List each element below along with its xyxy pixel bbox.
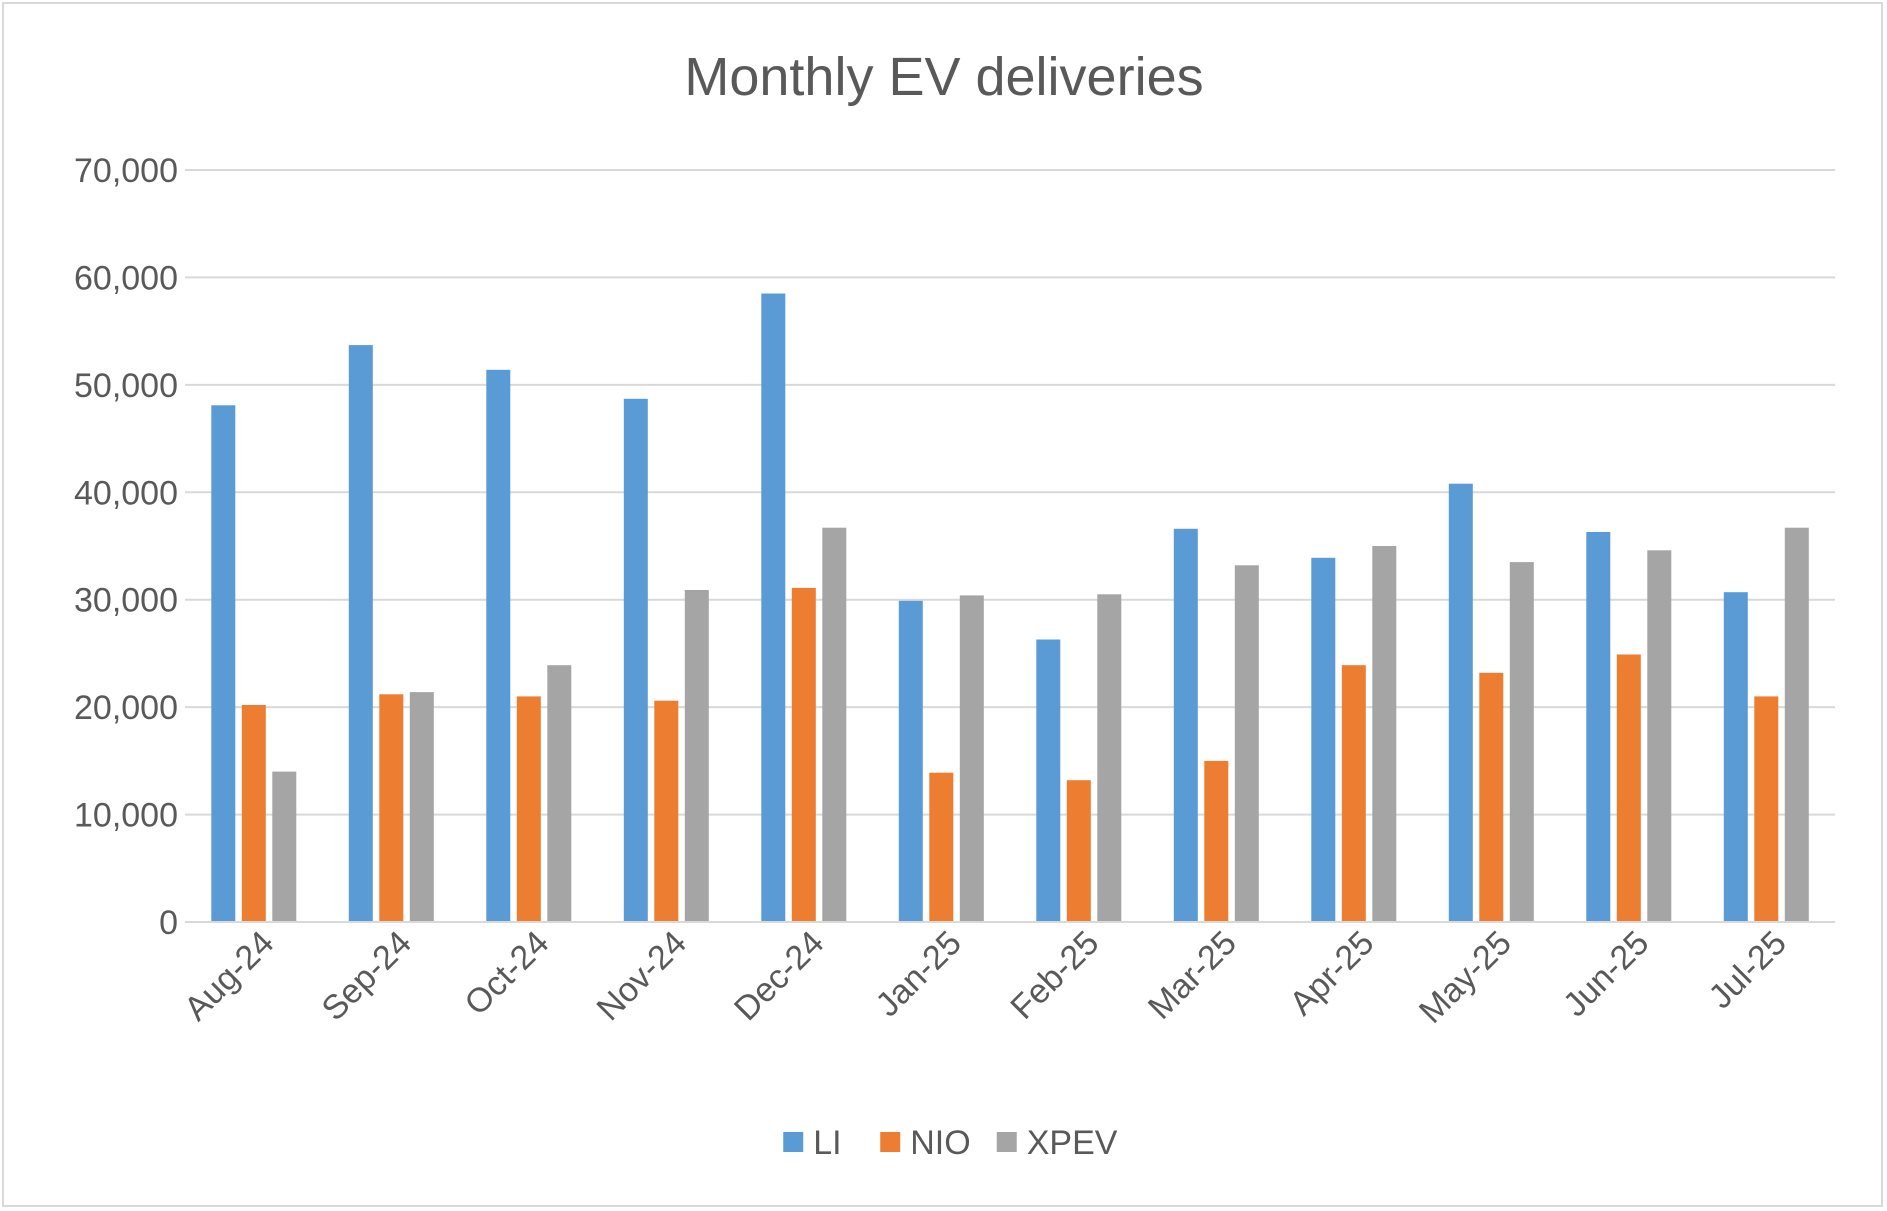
legend-label-nio: NIO [910, 1124, 970, 1162]
x-tick-label: Jun-25 [1556, 924, 1656, 1024]
bar-xpev-may-25 [1509, 562, 1534, 922]
bar-li-may-25 [1448, 483, 1473, 922]
x-tick-label: Jul-25 [1702, 924, 1794, 1016]
bar-li-jan-25 [898, 600, 923, 922]
bar-nio-jul-25 [1754, 696, 1779, 922]
y-tick-label: 30,000 [74, 582, 178, 620]
y-axis-tick-labels: 0 10,000 20,000 30,000 40,000 50,000 60,000 70,… [74, 152, 178, 942]
bar-nio-sep-24 [379, 694, 404, 922]
bar-xpev-mar-25 [1234, 565, 1259, 922]
legend: LI NIO XPEV [783, 1124, 1118, 1162]
bar-li-oct-24 [486, 369, 511, 922]
y-tick-label: 40,000 [74, 474, 178, 512]
bar-li-nov-24 [623, 398, 648, 922]
chart-title: Monthly EV deliveries [684, 47, 1203, 107]
legend-label-xpev: XPEV [1027, 1124, 1118, 1162]
y-tick-label: 50,000 [74, 367, 178, 405]
bar-xpev-dec-24 [822, 527, 847, 922]
x-tick-label: Dec-24 [727, 924, 831, 1028]
bar-xpev-feb-25 [1097, 594, 1122, 922]
bar-xpev-aug-24 [272, 771, 297, 922]
bar-li-sep-24 [348, 345, 373, 923]
x-tick-label: Jan-25 [869, 924, 969, 1024]
legend-swatch-nio [880, 1132, 901, 1152]
bar-li-jun-25 [1586, 532, 1611, 922]
bar-li-jul-25 [1723, 592, 1748, 922]
bar-nio-apr-25 [1341, 665, 1366, 922]
bar-nio-jan-25 [929, 772, 954, 922]
bar-xpev-apr-25 [1372, 546, 1397, 922]
bar-xpev-jun-25 [1647, 550, 1672, 922]
x-tick-label: Aug-24 [177, 924, 281, 1028]
bar-li-mar-25 [1173, 528, 1198, 922]
bar-nio-aug-24 [241, 705, 266, 922]
bar-xpev-jan-25 [959, 595, 984, 922]
bar-nio-jun-25 [1616, 654, 1641, 922]
y-tick-label: 0 [159, 904, 178, 942]
y-tick-label: 10,000 [74, 797, 178, 835]
legend-label-li: LI [813, 1124, 841, 1162]
x-tick-label: Oct-24 [457, 924, 556, 1023]
y-tick-label: 20,000 [74, 689, 178, 727]
bar-xpev-oct-24 [547, 665, 572, 922]
bar-li-dec-24 [761, 293, 786, 922]
bar-li-apr-25 [1311, 557, 1336, 922]
x-tick-label: Apr-25 [1282, 924, 1381, 1023]
bar-xpev-sep-24 [409, 692, 434, 922]
bar-nio-feb-25 [1066, 780, 1091, 922]
y-tick-label: 60,000 [74, 259, 178, 297]
x-tick-label: Feb-25 [1003, 924, 1106, 1027]
y-tick-label: 70,000 [74, 152, 178, 190]
bar-li-feb-25 [1036, 639, 1061, 922]
x-tick-label: Mar-25 [1141, 924, 1244, 1027]
x-tick-label: May-25 [1412, 924, 1519, 1031]
x-axis-tick-labels: Aug-24 Sep-24 Oct-24 Nov-24 Dec-24 Jan-25 Feb-… [177, 924, 1794, 1031]
gridlines [185, 169, 1835, 816]
x-tick-label: Nov-24 [590, 924, 694, 1028]
bars [211, 293, 1809, 923]
bar-li-aug-24 [211, 405, 236, 922]
bar-nio-nov-24 [654, 700, 679, 922]
bar-nio-oct-24 [516, 696, 541, 922]
bar-nio-mar-25 [1204, 760, 1229, 922]
bar-xpev-jul-25 [1784, 527, 1809, 922]
x-tick-label: Sep-24 [315, 924, 419, 1028]
legend-swatch-li [783, 1132, 804, 1152]
bar-xpev-nov-24 [684, 590, 709, 922]
legend-swatch-xpev [996, 1132, 1017, 1152]
bar-nio-may-25 [1479, 672, 1504, 922]
bar-nio-dec-24 [791, 587, 816, 922]
